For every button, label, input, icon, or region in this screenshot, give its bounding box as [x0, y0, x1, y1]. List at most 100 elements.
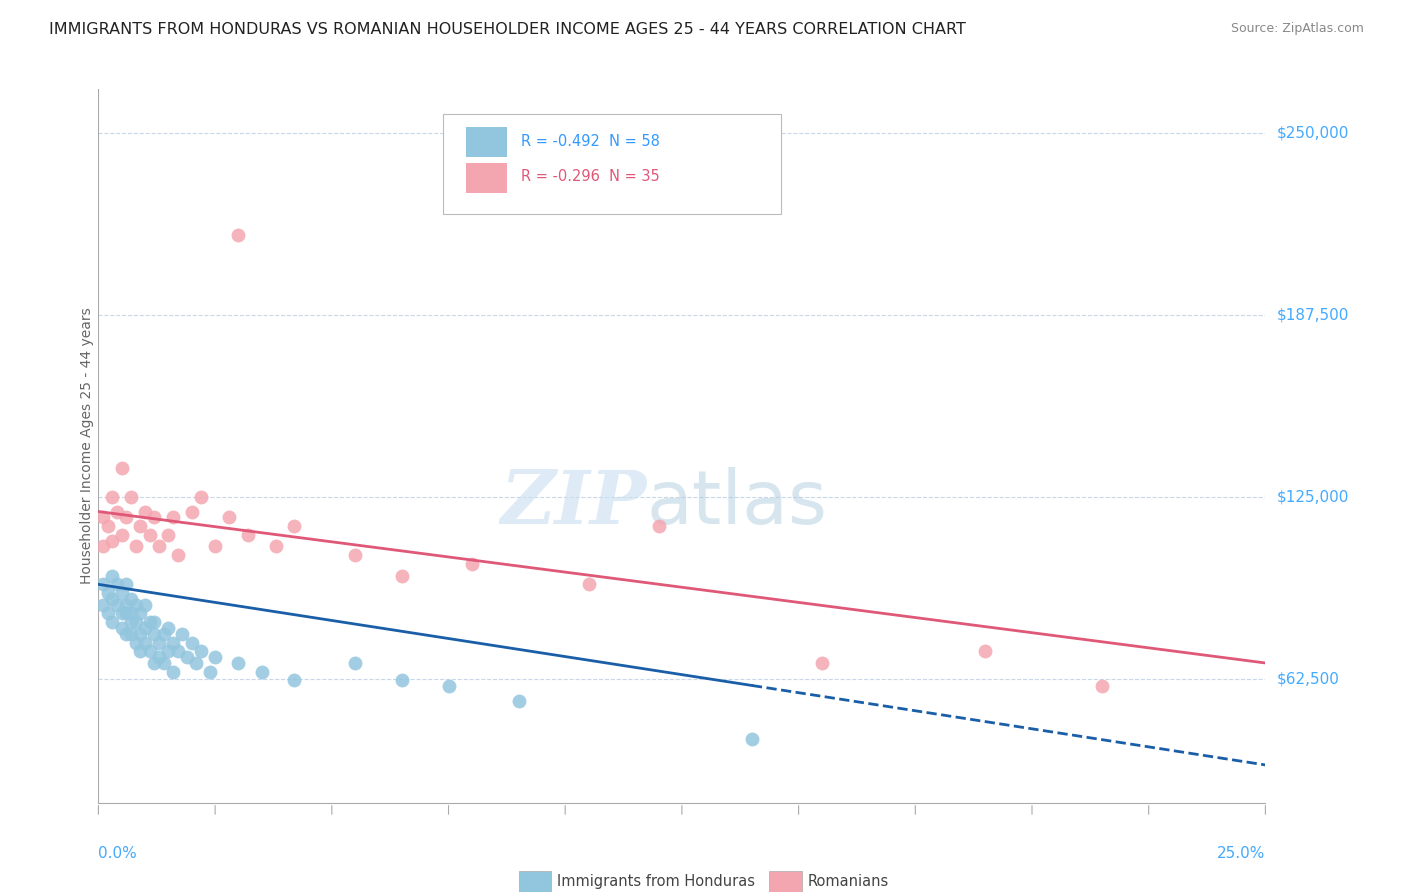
FancyBboxPatch shape	[769, 871, 801, 892]
Point	[437, 679, 460, 693]
Point	[129, 519, 152, 533]
Point	[578, 577, 600, 591]
Point	[228, 227, 250, 242]
Point	[139, 528, 162, 542]
Point	[134, 598, 156, 612]
Point	[162, 510, 184, 524]
Point	[105, 577, 128, 591]
Text: R = -0.492  N = 58: R = -0.492 N = 58	[520, 134, 659, 149]
FancyBboxPatch shape	[443, 114, 782, 214]
Point	[105, 504, 128, 518]
Point	[129, 607, 152, 621]
Point	[91, 540, 114, 554]
Point	[200, 665, 222, 679]
Point	[157, 644, 180, 658]
Point	[811, 656, 834, 670]
Point	[120, 615, 142, 630]
Point	[190, 644, 212, 658]
Point	[190, 490, 212, 504]
Point	[143, 656, 166, 670]
Point	[157, 621, 180, 635]
Point	[166, 644, 188, 658]
Point	[97, 519, 120, 533]
Point	[250, 665, 273, 679]
Point	[111, 586, 134, 600]
Text: Source: ZipAtlas.com: Source: ZipAtlas.com	[1230, 22, 1364, 36]
FancyBboxPatch shape	[465, 127, 506, 157]
Point	[228, 656, 250, 670]
Text: $125,000: $125,000	[1277, 490, 1348, 505]
Point	[264, 540, 287, 554]
Point	[157, 528, 180, 542]
Point	[97, 607, 120, 621]
Point	[97, 586, 120, 600]
Point	[139, 644, 162, 658]
Point	[148, 635, 170, 649]
Point	[125, 615, 148, 630]
Point	[236, 528, 259, 542]
Point	[162, 665, 184, 679]
Point	[129, 644, 152, 658]
FancyBboxPatch shape	[519, 871, 551, 892]
Point	[283, 673, 305, 688]
Text: Immigrants from Honduras: Immigrants from Honduras	[557, 874, 755, 888]
Text: R = -0.296  N = 35: R = -0.296 N = 35	[520, 169, 659, 185]
Text: ZIP: ZIP	[501, 467, 647, 540]
Point	[176, 650, 198, 665]
Point	[101, 591, 124, 606]
Point	[129, 627, 152, 641]
Point	[101, 490, 124, 504]
Text: IMMIGRANTS FROM HONDURAS VS ROMANIAN HOUSEHOLDER INCOME AGES 25 - 44 YEARS CORRE: IMMIGRANTS FROM HONDURAS VS ROMANIAN HOU…	[49, 22, 966, 37]
Point	[101, 533, 124, 548]
Point	[105, 598, 128, 612]
Point	[1091, 679, 1114, 693]
Point	[283, 519, 305, 533]
Point	[139, 615, 162, 630]
Text: atlas: atlas	[647, 467, 828, 540]
Point	[111, 528, 134, 542]
Point	[120, 607, 142, 621]
Text: Romanians: Romanians	[808, 874, 889, 888]
Point	[152, 627, 174, 641]
Point	[111, 460, 134, 475]
Point	[148, 540, 170, 554]
Text: $250,000: $250,000	[1277, 126, 1348, 140]
Point	[101, 568, 124, 582]
Point	[91, 510, 114, 524]
Point	[180, 635, 202, 649]
Point	[186, 656, 208, 670]
Point	[172, 627, 194, 641]
Point	[508, 694, 530, 708]
Text: 0.0%: 0.0%	[98, 846, 138, 861]
Point	[115, 627, 138, 641]
Point	[134, 635, 156, 649]
Point	[148, 650, 170, 665]
Point	[391, 568, 413, 582]
Point	[115, 510, 138, 524]
Point	[152, 656, 174, 670]
Point	[111, 621, 134, 635]
Point	[134, 504, 156, 518]
Point	[125, 540, 148, 554]
Point	[218, 510, 240, 524]
Point	[143, 627, 166, 641]
Point	[115, 577, 138, 591]
Point	[91, 598, 114, 612]
Text: 25.0%: 25.0%	[1218, 846, 1265, 861]
Point	[391, 673, 413, 688]
Point	[143, 510, 166, 524]
Point	[647, 519, 669, 533]
Point	[125, 635, 148, 649]
Point	[125, 598, 148, 612]
Point	[974, 644, 997, 658]
Point	[120, 490, 142, 504]
Text: $62,500: $62,500	[1277, 672, 1340, 687]
Y-axis label: Householder Income Ages 25 - 44 years: Householder Income Ages 25 - 44 years	[80, 308, 94, 584]
Point	[134, 621, 156, 635]
Point	[143, 615, 166, 630]
Point	[166, 548, 188, 562]
Point	[204, 650, 226, 665]
Point	[461, 557, 484, 571]
Point	[344, 656, 367, 670]
Point	[120, 591, 142, 606]
